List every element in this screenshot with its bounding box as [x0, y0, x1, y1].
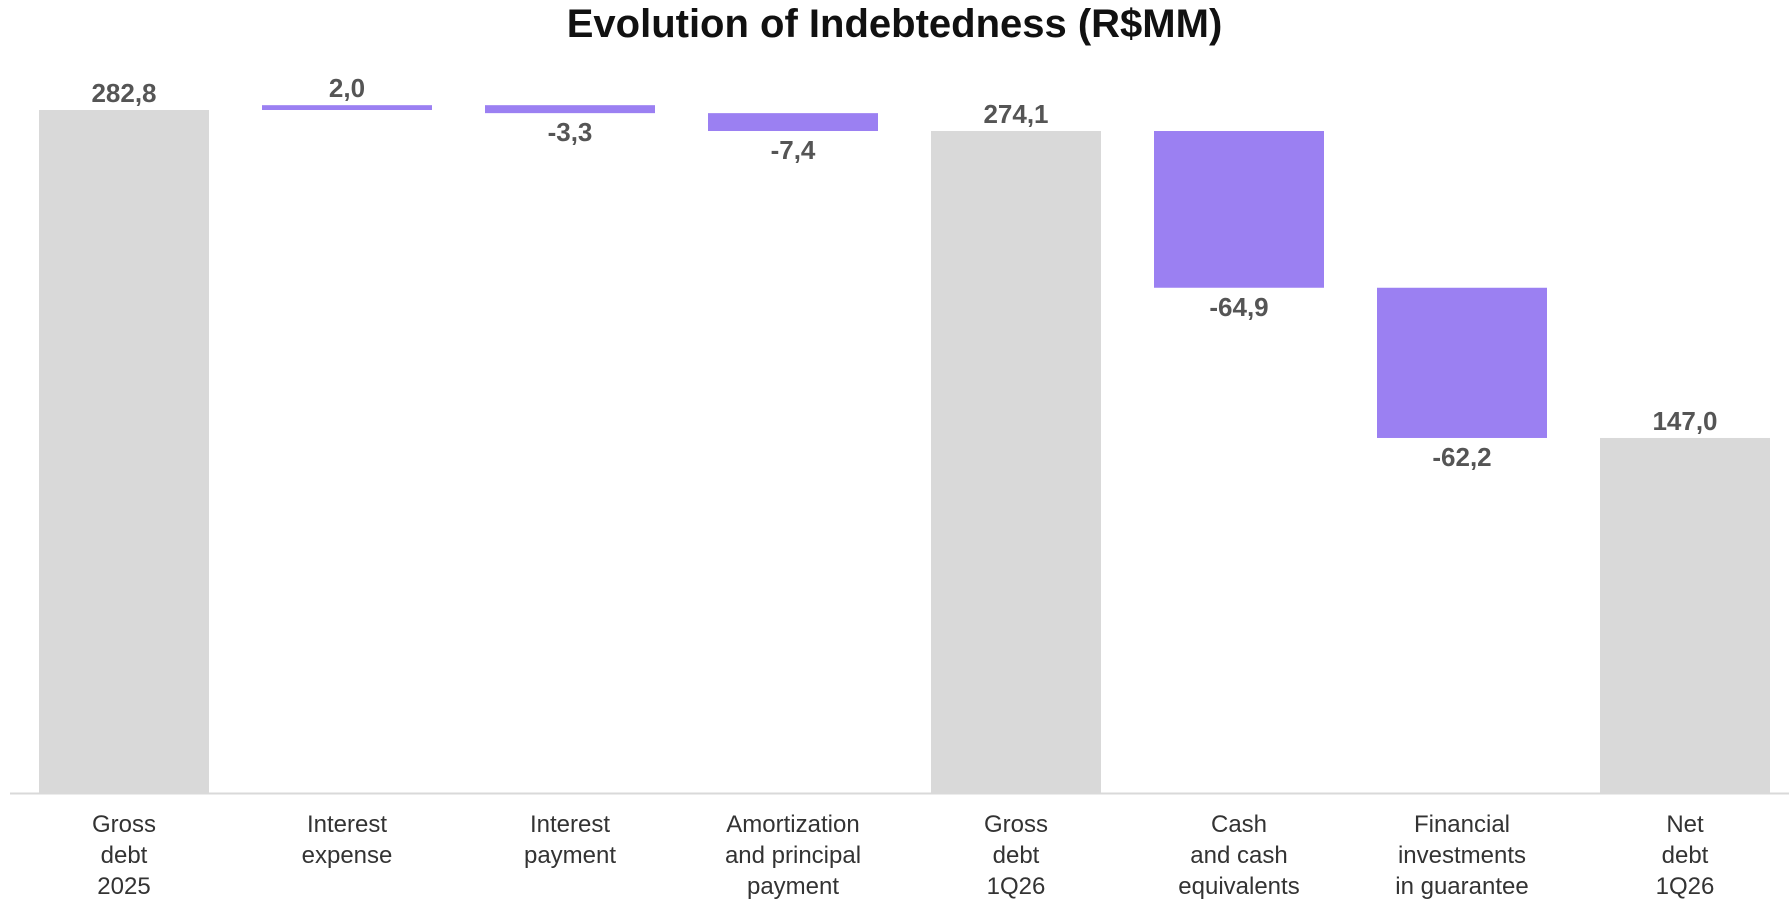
bar-4: [708, 113, 878, 132]
data-label-2: 2,0: [329, 73, 365, 103]
data-label-4: -7,4: [771, 135, 816, 165]
category-label-7: Financial investments in guarantee: [1395, 811, 1528, 900]
data-label-7: -62,2: [1432, 442, 1491, 472]
bar-5: [931, 131, 1101, 794]
bar-8: [1600, 437, 1770, 793]
data-label-1: 282,8: [91, 78, 156, 108]
bar-6: [1154, 131, 1324, 288]
data-label-8: 147,0: [1652, 406, 1717, 436]
bar-1: [39, 110, 209, 793]
chart-title: Evolution of Indebtedness (R$MM): [566, 2, 1223, 46]
bar-7: [1377, 287, 1547, 438]
data-label-3: -3,3: [548, 117, 593, 147]
category-label-2: Interest expense: [302, 811, 393, 869]
category-label-5: Gross debt 1Q26: [984, 811, 1048, 900]
data-label-5: 274,1: [983, 99, 1048, 129]
category-label-3: Interest payment: [524, 811, 616, 869]
category-label-4: Amortization and principal payment: [725, 811, 861, 900]
bar-2: [262, 105, 432, 110]
category-label-6: Cash and cash equivalents: [1178, 811, 1299, 900]
category-label-1: Gross debt 2025: [92, 811, 156, 900]
data-label-6: -64,9: [1209, 292, 1268, 322]
bar-3: [485, 105, 655, 114]
category-label-8: Net debt 1Q26: [1656, 811, 1715, 900]
